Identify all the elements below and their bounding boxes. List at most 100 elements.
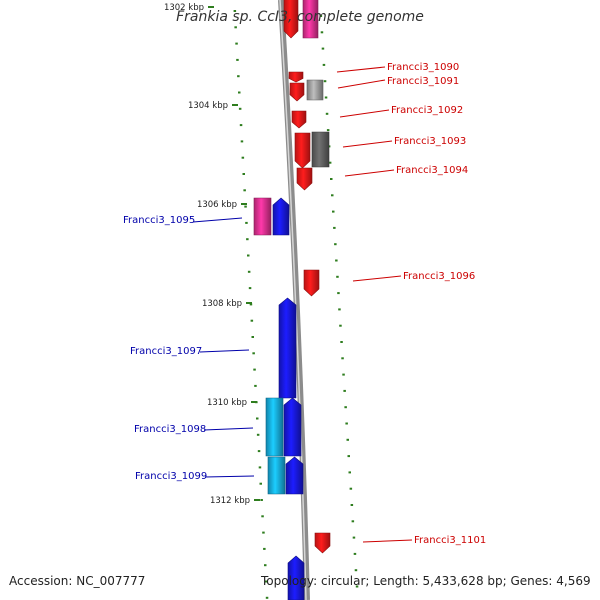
tick-mark: [257, 450, 261, 453]
scale-label: 1308 kbp: [202, 299, 242, 309]
tick-mark: [235, 42, 238, 45]
tick-mark: [331, 194, 334, 197]
tick-mark: [341, 357, 344, 360]
tick-mark: [340, 341, 343, 343]
gene-feature: [287, 555, 305, 600]
tick-mark: [322, 63, 326, 66]
gene-labels: Francci3_1090 Francci3_1091 Francci3_1092 F…: [123, 62, 486, 546]
tick-mark: [254, 384, 257, 387]
tick-mark: [258, 466, 262, 469]
tick-mark: [237, 75, 240, 78]
tick-mark: [256, 433, 260, 436]
tick-mark: [345, 422, 348, 425]
tick-mark: [319, 15, 323, 17]
tick-mark: [326, 129, 330, 132]
tick-mark: [236, 58, 239, 61]
tick-mark: [238, 107, 242, 110]
tick-mark: [337, 292, 340, 295]
tick-mark: [264, 564, 267, 567]
gene-feature: [267, 456, 286, 495]
scale-tick: [208, 6, 214, 8]
scale-label: 1304 kbp: [188, 101, 228, 111]
tick-mark: [262, 531, 265, 534]
tick-mark: [250, 319, 254, 322]
tick-mark: [328, 161, 332, 164]
tick-mark: [338, 308, 341, 311]
scale-label: 1312 kbp: [210, 496, 250, 506]
gene-feature: [288, 71, 304, 83]
gene-feature: [278, 297, 297, 399]
gene-label: Francci3_1099: [135, 471, 207, 482]
tick-mark: [320, 31, 324, 34]
label-leader-line: [199, 349, 250, 353]
label-leader-line: [336, 66, 386, 73]
tick-mark: [256, 417, 259, 420]
label-leader-line: [362, 539, 413, 543]
tick-mark: [335, 259, 338, 262]
label-leader-line: [339, 109, 390, 118]
gene-feature: [291, 110, 307, 129]
tick-mark: [243, 189, 246, 192]
accession-label: Accession: NC_007777: [9, 574, 146, 588]
gene-feature: [285, 456, 304, 495]
tick-marks: [233, 10, 359, 599]
tick-mark: [347, 455, 350, 458]
gene-feature: [296, 167, 313, 191]
gene-feature: [283, 0, 299, 39]
scale-labels: 1302 kbp 1304 kbp 1306 kbp 1308 kbp 1310 kbp…: [164, 3, 260, 506]
gene-feature: [306, 79, 324, 101]
tick-mark: [321, 47, 325, 50]
label-leader-line: [344, 169, 395, 177]
tick-mark: [351, 520, 355, 523]
tick-mark: [248, 287, 252, 290]
genome-backbone: [278, 0, 310, 600]
tick-mark: [245, 221, 248, 224]
gene-label: Francci3_1094: [396, 165, 468, 176]
tick-mark: [253, 368, 256, 371]
label-leader-line: [337, 79, 386, 89]
tick-mark: [325, 112, 329, 115]
tick-mark: [264, 580, 268, 583]
topology-label: Topology: circular; Length: 5,433,628 bp…: [261, 574, 591, 588]
tick-mark: [261, 515, 264, 518]
tick-mark: [246, 238, 249, 241]
tick-mark: [323, 80, 327, 83]
tick-mark: [342, 373, 345, 376]
label-leader-line: [203, 427, 254, 431]
gene-feature: [272, 197, 290, 236]
gene-label: Francci3_1097: [130, 346, 202, 357]
tick-mark: [240, 140, 244, 143]
gene-feature: [265, 397, 284, 457]
gene-label: Francci3_1091: [387, 76, 459, 87]
label-leader-line: [342, 140, 393, 148]
tick-mark: [350, 504, 354, 506]
tick-mark: [252, 352, 255, 355]
scale-tick: [232, 104, 238, 106]
gene-label: Francci3_1095: [123, 215, 195, 226]
tick-mark: [354, 569, 358, 572]
tick-mark: [346, 438, 349, 441]
tick-mark: [334, 243, 337, 246]
tick-mark: [352, 536, 356, 539]
gene-feature: [302, 0, 319, 39]
tick-mark: [332, 210, 335, 213]
gene-label: Francci3_1093: [394, 136, 466, 147]
label-leader-line: [352, 275, 402, 282]
tick-mark: [263, 547, 266, 550]
scale-label: 1306 kbp: [197, 200, 237, 210]
gene-feature: [283, 397, 302, 457]
tick-mark: [239, 124, 243, 127]
tick-mark: [324, 96, 328, 99]
tick-mark: [344, 406, 347, 409]
gene-label: Francci3_1096: [403, 271, 475, 282]
tick-mark: [353, 552, 357, 555]
scale-label: 1302 kbp: [164, 3, 204, 13]
label-leader-lines: [192, 66, 413, 543]
tick-mark: [355, 585, 359, 588]
scale-tick: [251, 401, 257, 403]
gene-label: Francci3_1092: [391, 105, 463, 116]
gene-feature: [289, 82, 305, 102]
tick-mark: [343, 389, 346, 392]
tick-mark: [333, 226, 336, 229]
